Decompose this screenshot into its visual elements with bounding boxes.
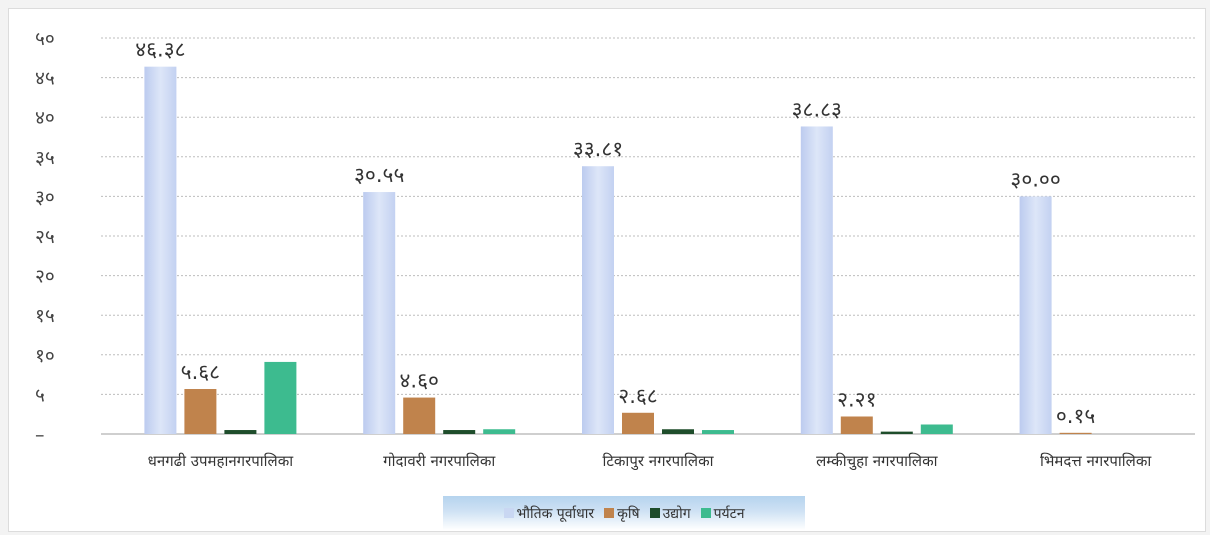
bar [443, 430, 476, 434]
legend-item: पर्यटन [700, 504, 745, 523]
y-tick-label: २५ [35, 226, 55, 248]
bar [662, 429, 694, 434]
bar [264, 361, 297, 434]
bar [184, 389, 217, 434]
legend-swatch [604, 508, 615, 518]
bar [622, 412, 654, 434]
legend-swatch [649, 508, 660, 518]
bar [582, 166, 614, 434]
bar [363, 192, 396, 434]
x-category-label: गोदावरी नगरपालिका [383, 452, 496, 470]
chart-frame: – ५ १० १५ २० २५ ३० ३५ ४० ४५ ५० ४६.३८ ५.६८ धनगढी उपमहा… [8, 8, 1206, 532]
bar [144, 66, 177, 434]
y-tick-label: २० [35, 266, 55, 288]
legend-item: भौतिक पूर्वाधार [503, 504, 595, 523]
bar [840, 416, 873, 434]
bar [920, 424, 953, 434]
data-label: ३०.५५ [354, 163, 404, 187]
y-tick-label: ३५ [35, 147, 55, 169]
data-label: २.६८ [618, 384, 657, 408]
data-label: ५.६८ [181, 360, 220, 384]
data-label: ३०.०० [1010, 167, 1060, 191]
legend-label: उद्योग [662, 505, 691, 522]
data-label: ३३.८१ [573, 137, 623, 161]
y-tick-label: ५० [35, 28, 55, 50]
y-tick-label: ४० [35, 107, 55, 129]
data-label: २.२१ [837, 387, 876, 411]
bar [1019, 196, 1052, 434]
legend-item: कृषि [604, 504, 640, 523]
data-label: ०.१५ [1056, 404, 1095, 428]
legend-swatch [503, 508, 514, 518]
legend-swatch [700, 508, 711, 518]
bar [702, 430, 734, 434]
legend-label: भौतिक पूर्वाधार [516, 505, 595, 522]
y-tick-label: ४५ [35, 68, 55, 90]
data-label: ४.६० [399, 369, 438, 393]
y-tick-label: – [35, 424, 45, 446]
bar [1059, 432, 1092, 434]
y-tick-label: १० [35, 345, 55, 367]
data-label: ४६.३८ [135, 38, 185, 62]
y-tick-label: ५ [35, 384, 45, 406]
bar [224, 430, 257, 434]
bar-chart: – ५ १० १५ २० २५ ३० ३५ ४० ४५ ५० ४६.३८ ५.६८ धनगढी उपमहा… [35, 28, 1195, 471]
x-category-label: धनगढी उपमहानगरपालिका [148, 452, 295, 470]
y-tick-label: १५ [35, 305, 55, 327]
bar [483, 429, 516, 434]
y-tick-label: ३० [35, 186, 55, 208]
x-category-label: भिमदत्त नगरपालिका [1040, 452, 1152, 470]
legend-label: पर्यटन [713, 505, 745, 522]
x-category-label: लम्कीचुहा नगरपालिका [816, 452, 939, 471]
bar [403, 397, 436, 434]
chart-legend: भौतिक पूर्वाधार कृषि उद्योग पर्यटन [443, 496, 805, 530]
data-label: ३८.८३ [792, 97, 842, 121]
legend-item: उद्योग [649, 504, 691, 523]
legend-label: कृषि [617, 505, 640, 522]
bar [880, 431, 913, 434]
bar [800, 126, 833, 434]
x-category-label: टिकापुर नगरपालिका [602, 452, 714, 471]
